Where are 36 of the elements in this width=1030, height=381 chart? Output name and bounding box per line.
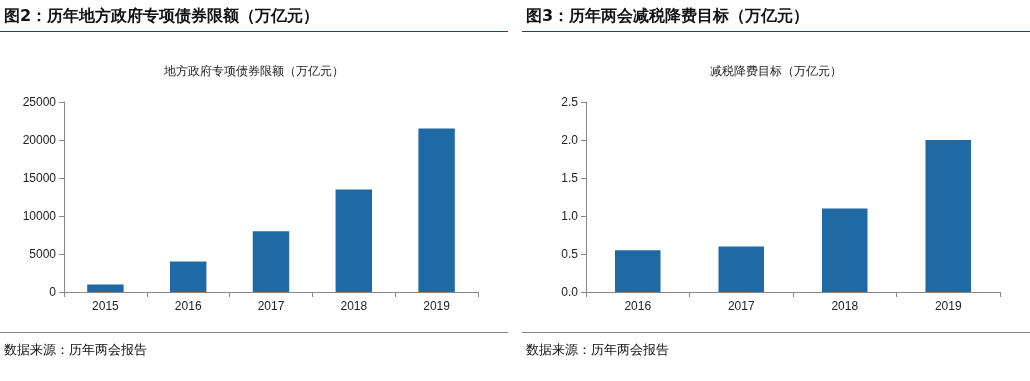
y-tick-label: 0 — [49, 285, 57, 299]
x-tick-label: 2015 — [92, 299, 120, 313]
bar — [925, 140, 972, 292]
y-tick-label: 10000 — [22, 209, 57, 223]
y-tick-label: 1.0 — [561, 209, 579, 223]
x-tick-label: 2018 — [340, 299, 368, 313]
bar — [418, 128, 455, 292]
x-tick-label: 2018 — [831, 299, 859, 313]
x-tick-label: 2017 — [257, 299, 285, 313]
bar — [252, 231, 290, 292]
chart-subtitle: 地方政府专项债券限额（万亿元） — [163, 64, 344, 78]
y-tick-label: 2.5 — [561, 95, 579, 109]
y-tick-label: 0.5 — [561, 247, 579, 261]
y-tick-label: 20000 — [22, 133, 57, 147]
chart-title: 图3：历年两会减税降费目标（万亿元） — [522, 0, 1030, 32]
x-tick-label: 2016 — [174, 299, 202, 313]
y-tick-label: 1.5 — [561, 171, 579, 185]
x-tick-label: 2017 — [727, 299, 755, 313]
source-note: 数据来源：历年两会报告 — [522, 332, 1030, 359]
y-tick-label: 2.0 — [561, 133, 579, 147]
bar — [718, 246, 765, 292]
y-tick-label: 0.0 — [561, 285, 579, 299]
chart-title: 图2：历年地方政府专项债券限额（万亿元） — [0, 0, 508, 32]
bar — [614, 250, 661, 292]
bar — [821, 208, 868, 292]
bar — [335, 189, 373, 292]
y-tick-label: 25000 — [22, 95, 57, 109]
y-tick-label: 15000 — [22, 171, 57, 185]
y-tick-label: 5000 — [29, 247, 57, 261]
chart-subtitle: 减税降费目标（万亿元） — [710, 64, 842, 78]
bar — [169, 261, 207, 292]
source-note: 数据来源：历年两会报告 — [0, 332, 508, 359]
bar — [87, 284, 124, 292]
x-tick-label: 2019 — [423, 299, 451, 313]
x-tick-label: 2019 — [934, 299, 962, 313]
x-tick-label: 2016 — [624, 299, 652, 313]
